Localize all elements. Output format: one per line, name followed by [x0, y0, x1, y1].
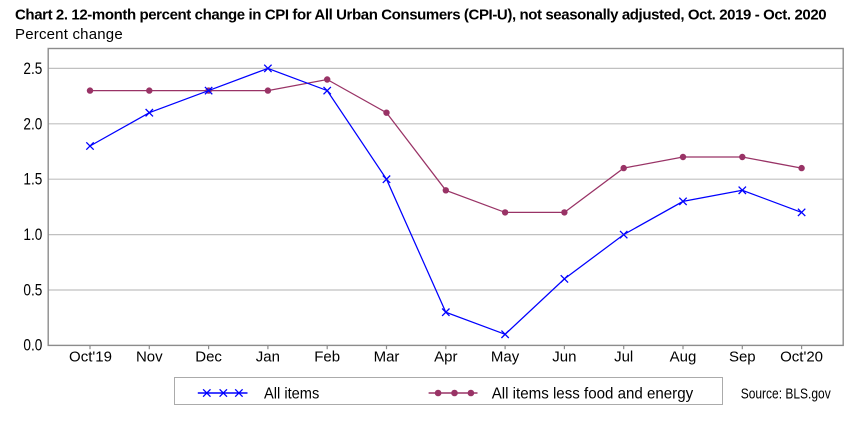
svg-text:1.5: 1.5 — [23, 170, 42, 189]
svg-text:Oct'19: Oct'19 — [69, 348, 112, 365]
svg-text:Apr: Apr — [434, 348, 457, 365]
svg-text:0.0: 0.0 — [23, 336, 42, 355]
svg-text:Aug: Aug — [670, 348, 697, 365]
svg-text:2.5: 2.5 — [23, 60, 42, 79]
svg-text:Dec: Dec — [195, 348, 222, 365]
svg-text:All items: All items — [264, 385, 319, 402]
svg-text:Nov: Nov — [136, 348, 163, 365]
svg-text:Mar: Mar — [374, 348, 400, 365]
svg-text:Jun: Jun — [552, 348, 576, 365]
svg-text:Jan: Jan — [256, 348, 280, 365]
svg-text:2.0: 2.0 — [23, 115, 42, 134]
svg-text:Sep: Sep — [729, 348, 756, 365]
svg-text:Chart 2. 12-month percent chan: Chart 2. 12-month percent change in CPI … — [15, 7, 826, 24]
svg-text:Oct'20: Oct'20 — [780, 348, 823, 365]
svg-text:Feb: Feb — [314, 348, 340, 365]
svg-text:Percent change: Percent change — [15, 26, 123, 43]
svg-text:Jul: Jul — [614, 348, 633, 365]
svg-text:1.0: 1.0 — [23, 226, 42, 245]
svg-text:May: May — [491, 348, 520, 365]
svg-text:All items less food and energy: All items less food and energy — [492, 385, 694, 402]
svg-text:Source: BLS.gov: Source: BLS.gov — [741, 385, 831, 402]
svg-text:0.5: 0.5 — [23, 281, 42, 300]
